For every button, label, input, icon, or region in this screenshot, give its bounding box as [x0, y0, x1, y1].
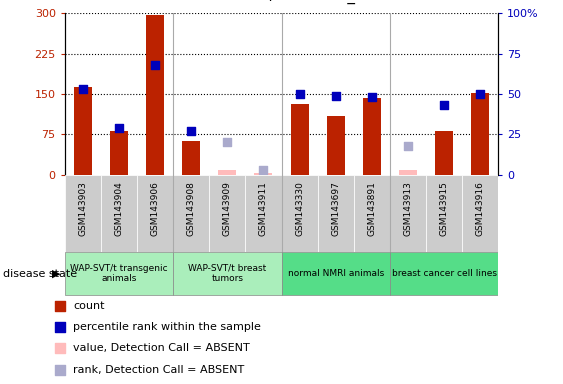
Bar [390, 175, 426, 252]
Bar [399, 170, 417, 175]
Point [150, 62, 159, 68]
Bar [182, 141, 200, 175]
Point [56, 324, 65, 330]
Bar [101, 175, 137, 252]
Point [78, 86, 87, 92]
Bar [245, 175, 282, 252]
Point [295, 91, 304, 97]
Text: WAP-SVT/t transgenic
animals: WAP-SVT/t transgenic animals [70, 264, 168, 283]
Point [259, 167, 268, 173]
Bar [137, 175, 173, 252]
Point [404, 142, 413, 149]
Text: count: count [74, 301, 105, 311]
Point [440, 102, 449, 108]
Text: GSM143903: GSM143903 [78, 181, 87, 236]
Bar [435, 131, 453, 175]
Point [476, 91, 485, 97]
Bar [471, 93, 489, 175]
Bar [282, 175, 318, 252]
Text: GSM143904: GSM143904 [114, 181, 123, 236]
Bar [146, 15, 164, 175]
Bar [282, 252, 390, 295]
Text: value, Detection Call = ABSENT: value, Detection Call = ABSENT [74, 343, 250, 353]
Point [114, 125, 123, 131]
Point [56, 366, 65, 372]
Text: disease state: disease state [3, 268, 77, 279]
Bar [318, 175, 354, 252]
Bar [209, 175, 245, 252]
Text: GSM143913: GSM143913 [404, 181, 413, 236]
Bar [254, 173, 272, 175]
Bar [426, 175, 462, 252]
Text: normal NMRI animals: normal NMRI animals [288, 269, 384, 278]
Point [223, 139, 232, 146]
Text: GSM143916: GSM143916 [476, 181, 485, 236]
Text: GSM143915: GSM143915 [440, 181, 449, 236]
Bar [173, 175, 209, 252]
Text: rank, Detection Call = ABSENT: rank, Detection Call = ABSENT [74, 364, 245, 374]
Point [367, 94, 376, 100]
Text: GSM143697: GSM143697 [331, 181, 340, 236]
Bar [291, 104, 309, 175]
Bar [74, 87, 92, 175]
Text: GSM143891: GSM143891 [367, 181, 376, 236]
Text: percentile rank within the sample: percentile rank within the sample [74, 322, 261, 332]
Point [56, 303, 65, 309]
Text: GSM143908: GSM143908 [187, 181, 196, 236]
Text: GSM143909: GSM143909 [223, 181, 232, 236]
Text: WAP-SVT/t breast
tumors: WAP-SVT/t breast tumors [188, 264, 266, 283]
Bar [65, 252, 173, 295]
Bar [390, 252, 498, 295]
Text: ▶: ▶ [52, 268, 61, 279]
Point [187, 128, 196, 134]
Text: GSM143330: GSM143330 [295, 181, 304, 236]
Bar [218, 170, 236, 175]
Bar [173, 252, 282, 295]
Bar [110, 131, 128, 175]
Text: GDS2514 / 1423259_at: GDS2514 / 1423259_at [193, 0, 370, 4]
Text: GSM143911: GSM143911 [259, 181, 268, 236]
Text: breast cancer cell lines: breast cancer cell lines [391, 269, 497, 278]
Bar [354, 175, 390, 252]
Text: GSM143906: GSM143906 [150, 181, 159, 236]
Bar [363, 98, 381, 175]
Point [56, 345, 65, 351]
Bar [327, 116, 345, 175]
Bar [462, 175, 498, 252]
Bar [65, 175, 101, 252]
Point [331, 93, 340, 99]
